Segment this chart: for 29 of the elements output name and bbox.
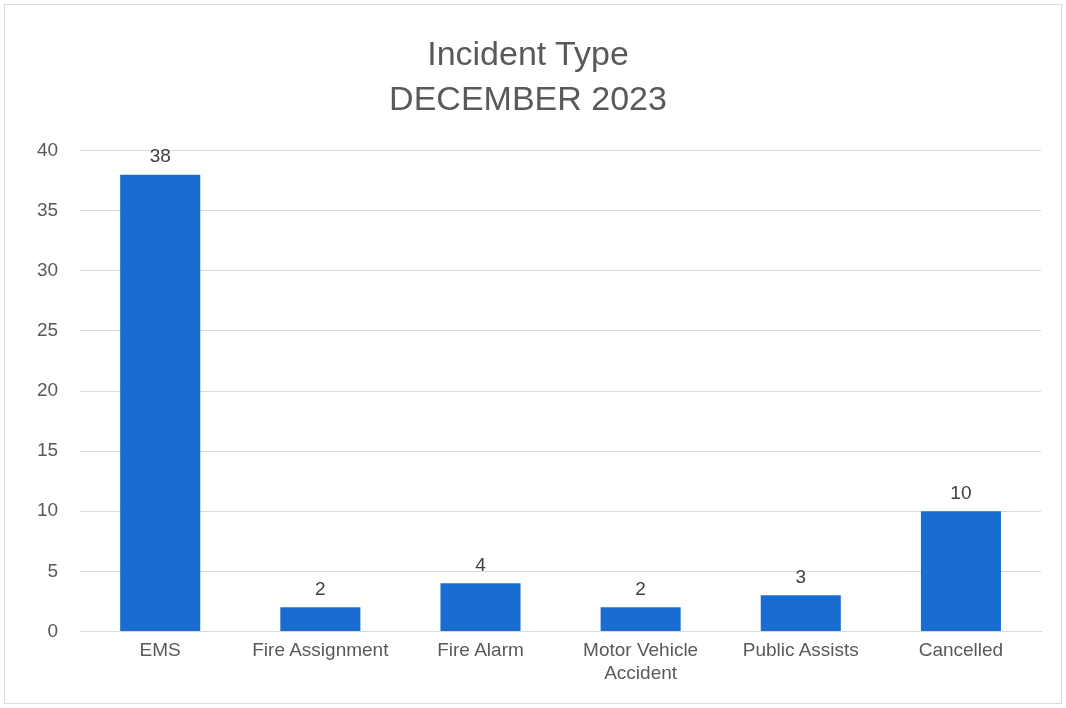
data-label: 4 [475,554,487,576]
y-tick-label: 0 [47,619,59,641]
bar [600,607,681,631]
bar [920,511,1001,631]
x-tick-label: Fire Alarm [437,639,524,661]
x-tick-label: Fire Assignment [252,639,390,661]
y-tick-label: 15 [36,439,59,461]
chart-subtitle: DECEMBER 2023 [389,78,667,117]
bar [280,607,361,631]
data-label: 10 [950,481,972,503]
x-tick-label: EMS [139,639,181,661]
y-tick-label: 10 [36,499,59,521]
data-label: 38 [149,145,171,167]
x-tick-label: Motor Vehicle Accident [583,639,699,683]
x-tick-label: Cancelled [918,639,1004,661]
data-label: 3 [795,566,807,588]
bar [760,595,841,631]
y-tick-label: 35 [36,198,59,220]
y-tick-label: 30 [36,259,59,281]
bar [120,174,201,631]
y-tick-label: 40 [36,138,59,160]
y-tick-label: 25 [36,319,59,341]
y-tick-label: 20 [36,379,59,401]
x-tick-label: Public Assists [742,639,859,661]
y-tick-label: 5 [47,559,59,581]
data-label: 2 [315,578,326,600]
data-label: 2 [635,578,646,600]
chart-title: Incident Type [427,33,629,72]
bar [440,583,521,631]
